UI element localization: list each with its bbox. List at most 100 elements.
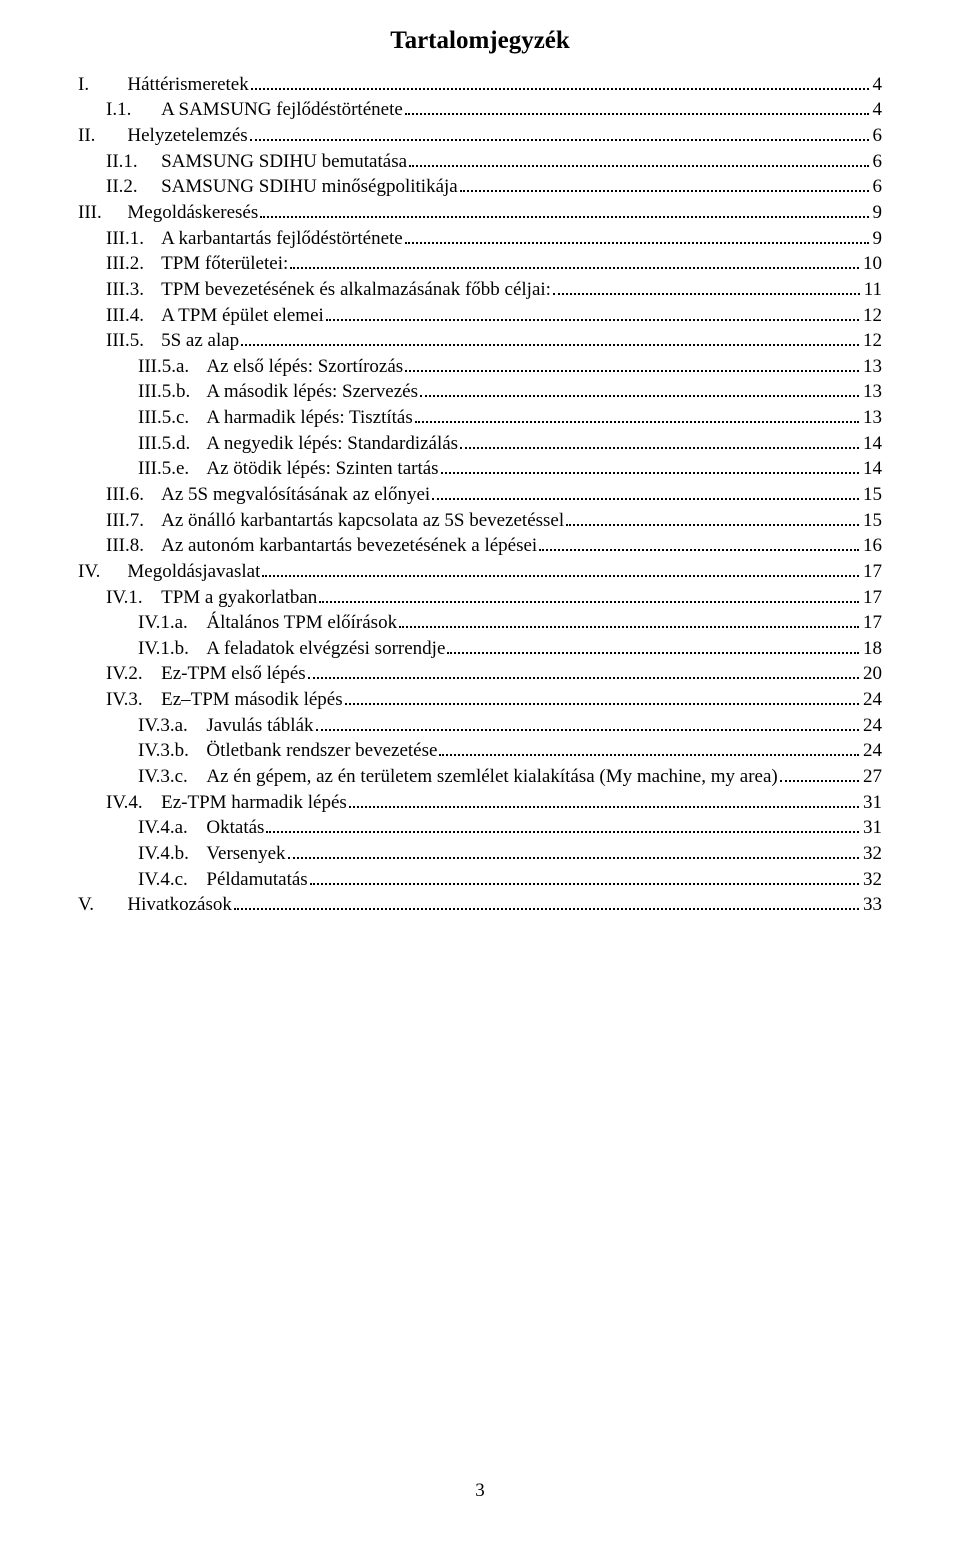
toc-entry-text: Ez–TPM második lépés [161, 687, 343, 713]
toc-entry-label: III.5.e. [138, 456, 206, 482]
toc-entry-page: 15 [861, 482, 882, 508]
toc-entry-text: Az önálló karbantartás kapcsolata az 5S … [161, 508, 564, 534]
toc-entry-page: 33 [861, 892, 882, 918]
toc-entry: III.5.5S az alap12 [78, 328, 882, 354]
toc-entry-label: IV.4.a. [138, 815, 206, 841]
toc-entry-text: Versenyek [206, 841, 285, 867]
toc-entry: V.Hivatkozások33 [78, 892, 882, 918]
toc-entry: I.1.A SAMSUNG fejlődéstörténete4 [78, 97, 882, 123]
toc-entry-label: III.5.c. [138, 405, 206, 431]
toc-entry-page: 4 [871, 97, 883, 123]
toc-entry-page: 27 [861, 764, 882, 790]
toc-entry-text: A SAMSUNG fejlődéstörténete [161, 97, 403, 123]
toc-entry: IV.3.b.Ötletbank rendszer bevezetése24 [78, 738, 882, 764]
toc-entry-text: TPM a gyakorlatban [161, 585, 317, 611]
toc-entry-page: 11 [862, 277, 882, 303]
toc-entry-text: Az autonóm karbantartás bevezetésének a … [161, 533, 537, 559]
toc-entry-page: 17 [861, 585, 882, 611]
toc-entry-text: A feladatok elvégzési sorrendje [206, 636, 445, 662]
toc-entry-page: 20 [861, 661, 882, 687]
toc-entry-label: IV.1. [106, 585, 161, 611]
toc-entry-text: Megoldásjavaslat [127, 559, 260, 585]
toc-leader [234, 894, 859, 910]
toc-entry-label: III. [78, 200, 127, 226]
toc-entry-label: III.5. [106, 328, 161, 354]
toc-entry-text: A TPM épület elemei [161, 303, 324, 329]
toc-entry-text: Példamutatás [206, 867, 307, 893]
toc-leader [349, 792, 859, 808]
toc-entry: I.Háttérismeretek 4 [78, 72, 882, 98]
toc-leader [290, 253, 859, 269]
toc-leader [326, 304, 859, 320]
toc-entry-label: IV.4. [106, 790, 161, 816]
toc-entry-label: I. [78, 72, 127, 98]
toc-entry: IV.4.b.Versenyek32 [78, 841, 882, 867]
toc-entry-label: IV.3.a. [138, 713, 206, 739]
toc-entry-text: Megoldáskeresés [127, 200, 258, 226]
toc-entry-text: SAMSUNG SDIHU bemutatása [161, 149, 407, 175]
toc-entry: IV.1.TPM a gyakorlatban 17 [78, 585, 882, 611]
toc-entry-text: Ötletbank rendszer bevezetése [206, 738, 437, 764]
toc-entry: III.Megoldáskeresés 9 [78, 200, 882, 226]
toc-leader [241, 330, 859, 346]
toc-leader [288, 843, 859, 859]
toc-entry-text: Háttérismeretek [127, 72, 248, 98]
toc-leader [460, 176, 869, 192]
toc-entry-label: III.8. [106, 533, 161, 559]
toc-leader [266, 817, 859, 833]
toc-entry-text: A negyedik lépés: Standardizálás [206, 431, 458, 457]
toc-entry-text: 5S az alap [161, 328, 239, 354]
toc-entry: III.5.b.A második lépés: Szervezés13 [78, 379, 882, 405]
toc-entry-page: 32 [861, 867, 882, 893]
toc-leader [409, 151, 868, 167]
toc-entry-page: 13 [861, 379, 882, 405]
toc-entry-text: Ez-TPM első lépés [161, 661, 306, 687]
toc-entry-label: IV.3.b. [138, 738, 206, 764]
toc-entry-text: Hivatkozások [127, 892, 231, 918]
toc-entry-text: Az 5S megvalósításának az előnyei [161, 482, 430, 508]
toc-entry-page: 9 [871, 200, 883, 226]
toc-entry: III.2.TPM főterületei:10 [78, 251, 882, 277]
toc-entry: IV.2.Ez-TPM első lépés 20 [78, 661, 882, 687]
toc-entry-label: III.1. [106, 226, 161, 252]
toc-entry: III.7.Az önálló karbantartás kapcsolata … [78, 508, 882, 534]
toc-leader [250, 125, 869, 141]
toc-entry: III.8.Az autonóm karbantartás bevezetésé… [78, 533, 882, 559]
toc-entry: III.5.e.Az ötödik lépés: Szinten tartás1… [78, 456, 882, 482]
toc-entry-label: IV.2. [106, 661, 161, 687]
toc-entry-text: TPM bevezetésének és alkalmazásának főbb… [161, 277, 551, 303]
toc-entry-text: Az ötödik lépés: Szinten tartás [206, 456, 438, 482]
toc-entry: IV.3.Ez–TPM második lépés24 [78, 687, 882, 713]
toc-entry-label: III.6. [106, 482, 161, 508]
toc-leader [405, 227, 869, 243]
toc-leader [262, 561, 859, 577]
toc-entry: IV.Megoldásjavaslat17 [78, 559, 882, 585]
toc-entry-page: 4 [871, 72, 883, 98]
toc-leader [553, 279, 860, 295]
toc-entry: III.5.c.A harmadik lépés: Tisztítás13 [78, 405, 882, 431]
toc-entry-text: Ez-TPM harmadik lépés [161, 790, 347, 816]
toc-entry-page: 18 [861, 636, 882, 662]
toc-entry-text: A karbantartás fejlődéstörténete [161, 226, 403, 252]
toc-leader [441, 458, 859, 474]
toc-entry-label: IV. [78, 559, 127, 585]
toc-leader [415, 407, 859, 423]
toc-entry-label: II.2. [106, 174, 161, 200]
toc-entry-page: 24 [861, 687, 882, 713]
toc-entry: IV.1.b.A feladatok elvégzési sorrendje18 [78, 636, 882, 662]
toc-leader [420, 381, 859, 397]
toc-entry-label: III.7. [106, 508, 161, 534]
toc-entry: II.2.SAMSUNG SDIHU minőségpolitikája6 [78, 174, 882, 200]
toc-leader [566, 510, 859, 526]
toc-entry-page: 6 [871, 149, 883, 175]
toc-leader [319, 586, 859, 602]
toc-entry-text: Általános TPM előírások [206, 610, 397, 636]
toc-entry-text: TPM főterületei: [161, 251, 288, 277]
toc-leader [260, 202, 868, 218]
toc-entry-page: 15 [861, 508, 882, 534]
toc-leader [439, 740, 859, 756]
toc-entry-label: III.2. [106, 251, 161, 277]
toc-leader [316, 715, 860, 731]
toc-entry: IV.1.a.Általános TPM előírások17 [78, 610, 882, 636]
toc-entry-text: Oktatás [206, 815, 264, 841]
